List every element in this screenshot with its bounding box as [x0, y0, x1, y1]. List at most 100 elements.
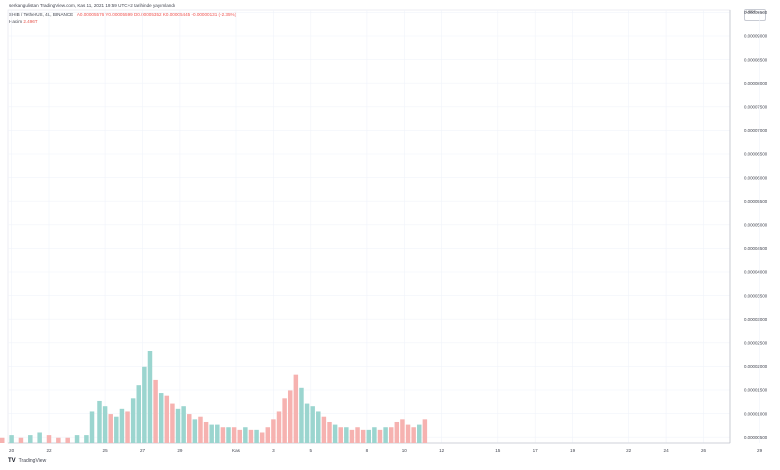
volume-bar — [327, 421, 332, 443]
y-tick-label: 0.00008000 — [744, 81, 768, 86]
tradingview-brand: TradingView — [18, 458, 47, 464]
volume-bar — [46, 435, 52, 443]
volume-bar — [405, 424, 411, 443]
x-tick-label: 20 — [9, 448, 15, 453]
volume-label: Hacim — [9, 19, 23, 24]
volume-bar — [282, 398, 287, 443]
y-tick-label: 0.00008500 — [744, 57, 768, 62]
x-tick-label: 26 — [701, 448, 707, 453]
volume-bar — [102, 406, 108, 443]
volume-bar — [147, 351, 153, 443]
volume-bar — [125, 411, 130, 443]
x-tick-label: 15 — [495, 448, 501, 453]
y-tick-label: 0.00006500 — [744, 152, 768, 157]
volume-bar — [97, 400, 102, 443]
volume-bar — [349, 429, 355, 443]
volume-bar — [226, 427, 231, 443]
volume-value: 2.496T — [23, 19, 38, 24]
y-tick-label: 0.00004000 — [744, 270, 768, 275]
y-tick-label: 0.00003500 — [744, 293, 768, 298]
volume-bar — [276, 411, 282, 443]
y-tick-label: 0.00002000 — [744, 364, 768, 369]
volume-bar — [65, 437, 70, 443]
volume-bar — [293, 374, 299, 443]
x-tick-label: Kas — [232, 448, 241, 453]
volume-bar — [299, 387, 304, 443]
x-tick-label: 12 — [439, 448, 445, 453]
symbol-label[interactable]: SHIB / TetherUS, 4L, BINANCE — [9, 12, 74, 17]
y-tick-label: 0.00004500 — [744, 246, 768, 251]
y-tick-label: 0.00001500 — [744, 388, 768, 393]
x-tick-label: 22 — [626, 448, 632, 453]
volume-bar — [142, 366, 147, 443]
symbol-ohlc-line: SHIB / TetherUS, 4L, BINANCE A0.00005576… — [9, 12, 236, 17]
volume-bar — [220, 427, 226, 443]
volume-bar — [164, 395, 170, 443]
volume-bar — [74, 435, 80, 443]
volume-bar — [198, 416, 203, 443]
volume-bar — [181, 406, 186, 443]
y-tick-label: 0.00009000 — [744, 34, 768, 39]
volume-bar — [203, 421, 209, 443]
x-tick-label: 19 — [570, 448, 576, 453]
x-tick-label: 17 — [533, 448, 539, 453]
volume-bar — [0, 437, 5, 443]
volume-bar — [355, 427, 360, 443]
volume-bar — [321, 416, 327, 443]
volume-bar — [114, 416, 119, 443]
volume-bar — [411, 427, 416, 443]
volume-bar — [383, 427, 388, 443]
x-tick-label: 10 — [402, 448, 408, 453]
x-tick-label: 3 — [272, 448, 275, 453]
volume-bar — [153, 379, 158, 443]
volume-bar — [9, 435, 14, 443]
x-tick-label: 5 — [310, 448, 313, 453]
y-tick-label: 0.00007000 — [744, 128, 768, 133]
volume-bar — [18, 437, 24, 443]
volume-bar — [130, 398, 136, 443]
published-by-text: serkangulistan TradingView.com, Kas 11, … — [9, 3, 176, 8]
y-tick-label: 0.00002500 — [744, 341, 768, 346]
volume-bar — [243, 427, 248, 443]
volume-bar — [187, 414, 192, 443]
volume-bar — [366, 429, 372, 443]
plot-border — [7, 9, 731, 444]
volume-bar — [28, 435, 33, 443]
volume-bar — [108, 414, 113, 443]
x-tick-label: 29 — [177, 448, 183, 453]
volume-bar — [316, 411, 321, 443]
volume-bar — [388, 427, 394, 443]
volume-bar — [338, 427, 343, 443]
volume-bar — [394, 421, 400, 443]
x-tick-label: 22 — [46, 448, 52, 453]
volume-bar — [287, 390, 293, 443]
volume-bar — [37, 432, 42, 443]
volume-bar — [344, 427, 349, 443]
y-tick-label: 0.00001000 — [744, 411, 768, 416]
volume-bar — [89, 411, 95, 443]
volume-bar — [192, 419, 198, 443]
tradingview-logo: TV — [8, 458, 16, 464]
volume-bar — [254, 429, 259, 443]
volume-bar — [158, 393, 164, 443]
x-tick-label: 25 — [103, 448, 109, 453]
y-tick-label: 0.00007500 — [744, 105, 768, 110]
volume-bar — [372, 427, 377, 443]
y-tick-label: 0.00006000 — [744, 175, 768, 180]
x-tick-label: 29 — [757, 448, 763, 453]
volume-bar — [209, 424, 214, 443]
currency-badge[interactable]: USDT —— — [744, 9, 766, 21]
volume-bar — [56, 437, 61, 443]
volume-bar — [265, 427, 271, 443]
volume-bar — [259, 432, 265, 443]
y-tick-label: 0.00003000 — [744, 317, 768, 322]
ohlc-values: A0.00005576 Y0.00005599 D0.00005352 K0.0… — [76, 12, 237, 17]
volume-bar — [310, 406, 315, 443]
volume-bar — [360, 429, 366, 443]
x-tick-label: 27 — [140, 448, 146, 453]
volume-bar — [237, 429, 242, 443]
volume-bar — [422, 419, 428, 443]
volume-bar — [136, 385, 142, 443]
volume-legend: Hacim 2.496T — [9, 19, 38, 24]
